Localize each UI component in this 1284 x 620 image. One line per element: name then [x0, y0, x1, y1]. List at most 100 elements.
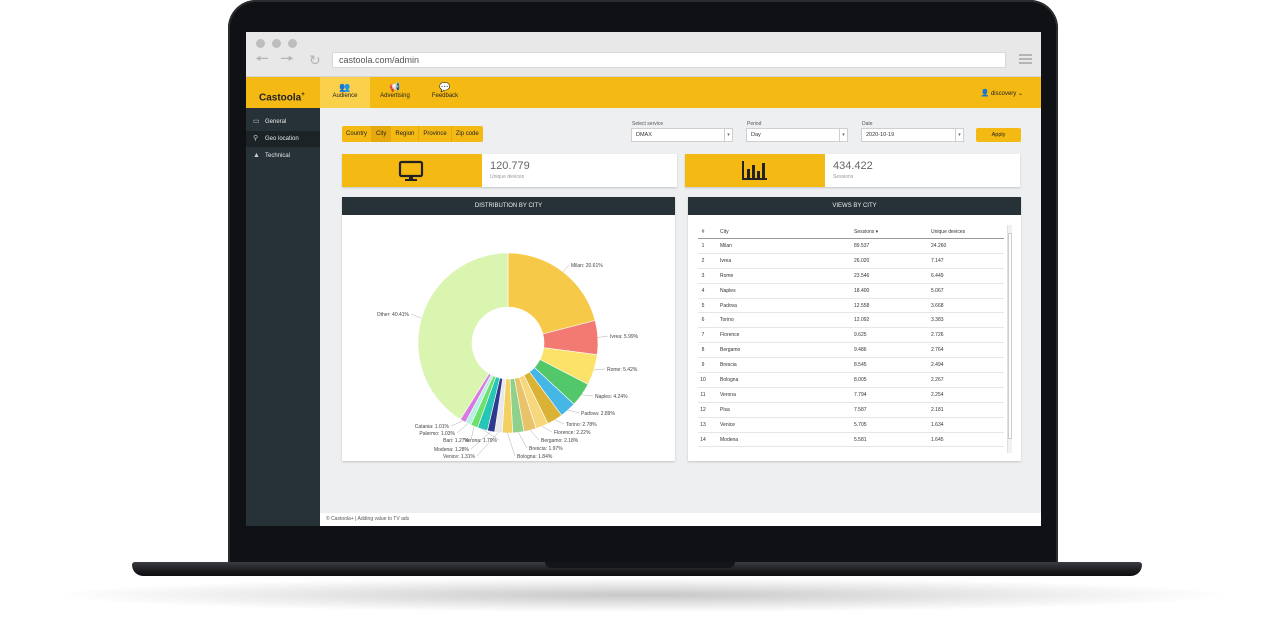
pie-label-leader: [581, 394, 594, 397]
row-city: Brescia: [720, 362, 737, 369]
pie-slice[interactable]: [507, 252, 596, 335]
app-header: Castoola+ 👥 Audience 📢 Advertising 💬 Fee…: [246, 77, 1041, 108]
segment-province[interactable]: Province: [419, 126, 452, 142]
pie-label-leader: [470, 426, 475, 441]
service-select[interactable]: DMAX ▾: [631, 128, 733, 142]
sidebar-item-geo-location[interactable]: ⚲ Geo location: [246, 131, 320, 147]
table-row[interactable]: 13 Venice 5.705 1.634: [698, 418, 1004, 433]
table-header: # City Sessions ▾ Unique devices: [698, 225, 1004, 239]
row-index: 10: [700, 377, 706, 384]
segment-region[interactable]: Region: [391, 126, 420, 142]
table-row[interactable]: 9 Brescia 8.545 2.494: [698, 358, 1004, 374]
segment-country[interactable]: Country: [342, 126, 373, 142]
service-label: Select service: [632, 121, 664, 127]
column-header[interactable]: Unique devices: [931, 229, 966, 235]
sidebar: ▭ General ⚲ Geo location ▲ Technical: [246, 108, 320, 526]
period-select[interactable]: Day ▾: [746, 128, 848, 142]
pie-label: Torino: 2.78%: [566, 422, 597, 428]
table-row[interactable]: 5 Padova 12.558 3.668: [698, 299, 1004, 314]
map-pin-icon: ⚲: [253, 135, 259, 142]
row-unique-devices: 2.181: [931, 406, 944, 413]
nav-advertising[interactable]: 📢 Advertising: [370, 77, 420, 108]
pie-label: Bologna: 1.84%: [517, 454, 553, 460]
pie-label: Brescia: 1.97%: [529, 446, 563, 452]
column-header[interactable]: City: [720, 229, 729, 235]
kpi-value: 434.422: [833, 160, 873, 172]
pie-label-leader: [470, 431, 492, 450]
table-row[interactable]: 12 Pisa 7.587 2.181: [698, 403, 1004, 418]
brand-logo[interactable]: Castoola+: [259, 92, 305, 104]
sidebar-item-technical[interactable]: ▲ Technical: [246, 148, 320, 164]
row-index: 8: [701, 347, 705, 354]
monitor-icon: ▭: [253, 118, 260, 125]
pie-label: Padova: 2.89%: [581, 411, 615, 417]
laptop-notch: [545, 562, 735, 568]
row-city: Florence: [720, 332, 740, 339]
window-close-dot[interactable]: [256, 39, 265, 48]
column-header[interactable]: Sessions ▾: [854, 229, 879, 235]
pie-label: Other: 40.41%: [377, 312, 410, 318]
table-row[interactable]: 14 Modena 5.581 1.645: [698, 433, 1004, 448]
table-row[interactable]: 3 Rome 23.546 6.449: [698, 269, 1004, 284]
table-row[interactable]: 6 Torino 12.092 3.383: [698, 313, 1004, 329]
pie-label-leader: [450, 420, 463, 427]
window-maximize-dot[interactable]: [288, 39, 297, 48]
nav-feedback[interactable]: 💬 Feedback: [420, 77, 470, 108]
distribution-pie-chart: Milan: 20.61% Ivrea: 5.99% Rome: 5.42% Napl…: [377, 252, 639, 460]
user-menu[interactable]: 👤 discovery ⌄: [980, 90, 1023, 97]
megaphone-icon: 📢: [389, 82, 401, 92]
kpi-label: Sessions: [833, 174, 854, 180]
pie-label: Ivrea: 5.99%: [610, 334, 639, 340]
row-sessions: 7.587: [854, 406, 867, 413]
row-city: Bergamo: [720, 347, 741, 354]
table-row[interactable]: 8 Bergamo 9.486 2.764: [698, 343, 1004, 359]
table-row[interactable]: 1 Milan 89.537 24.260: [698, 239, 1004, 254]
pie-label-leader: [542, 426, 553, 433]
segment-city[interactable]: City: [372, 126, 392, 142]
table-row[interactable]: 10 Bologna 8.005 2.267: [698, 373, 1004, 388]
window-minimize-dot[interactable]: [272, 39, 281, 48]
forward-arrow-icon[interactable]: 🠖: [280, 51, 295, 68]
address-bar[interactable]: castoola.com/admin: [332, 52, 1006, 68]
users-icon: 👥: [339, 82, 351, 92]
date-select[interactable]: 2020-10-19 ▾: [861, 128, 964, 142]
row-sessions: 5.581: [854, 436, 867, 443]
table-row[interactable]: 2 Ivrea 26.020 7.147: [698, 254, 1004, 269]
pie-label: Bergamo: 2.18%: [541, 438, 579, 444]
menu-icon[interactable]: [1019, 54, 1032, 65]
kpi-unique-devices: 120.779 Unique devices: [342, 154, 677, 187]
distribution-panel: DISTRIBUTION BY CITY Milan: 20.61% Ivrea:…: [342, 197, 675, 461]
row-index: 9: [701, 362, 705, 369]
row-unique-devices: 5.067: [931, 287, 944, 294]
chevron-down-icon: ▾: [839, 129, 847, 141]
sidebar-item-general[interactable]: ▭ General: [246, 114, 320, 130]
scrollbar-thumb[interactable]: [1008, 233, 1012, 439]
table-row[interactable]: 4 Naples 18.400 5.067: [698, 284, 1004, 299]
pie-slice[interactable]: [417, 252, 509, 420]
row-index: 14: [700, 436, 706, 443]
pie-label-leader: [518, 432, 528, 449]
segment-zip-code[interactable]: Zip code: [455, 131, 479, 137]
footer: © Castoola+ | Adding value to TV ads: [320, 513, 1041, 526]
row-sessions: 26.020: [854, 257, 870, 264]
nav-audience[interactable]: 👥 Audience: [320, 77, 370, 108]
row-unique-devices: 1.634: [931, 421, 944, 428]
geo-level-segmented-control: Country City Region Province Zip code: [342, 126, 483, 142]
back-arrow-icon[interactable]: 🠔: [255, 51, 270, 68]
apply-button[interactable]: Apply: [976, 128, 1021, 142]
row-index: 6: [701, 317, 705, 324]
pie-label: Verona: 1.79%: [464, 438, 497, 444]
pie-label-leader: [597, 335, 609, 338]
table-row[interactable]: 11 Verona 7.794 2.254: [698, 388, 1004, 403]
row-unique-devices: 3.668: [931, 302, 944, 309]
pie-label-leader: [410, 313, 422, 319]
sitemap-icon: ▲: [253, 152, 260, 159]
browser-chrome: 🠔 🠖 ↻ castoola.com/admin: [246, 32, 1041, 77]
table-scrollbar[interactable]: [1007, 225, 1012, 453]
pie-label-leader: [529, 430, 540, 441]
bar-chart-icon: [742, 161, 767, 180]
reload-icon[interactable]: ↻: [309, 52, 321, 68]
row-unique-devices: 3.383: [931, 317, 944, 324]
table-row[interactable]: 7 Florence 9.625 2.726: [698, 328, 1004, 344]
period-label: Period: [747, 121, 762, 127]
